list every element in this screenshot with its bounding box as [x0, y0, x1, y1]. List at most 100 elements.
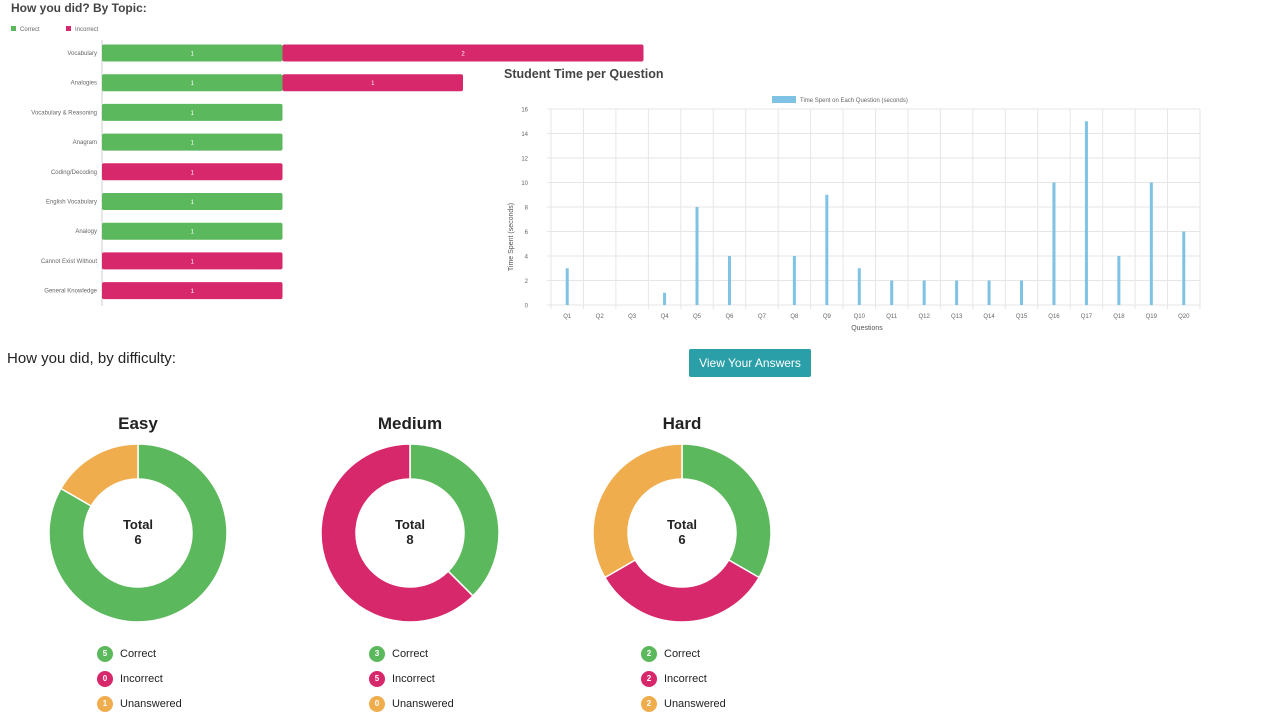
- donut-center-label: Total: [395, 517, 425, 532]
- time-bar: [922, 280, 926, 305]
- time-bar: [1020, 280, 1024, 305]
- time-y-tick-label: 10: [521, 181, 528, 187]
- time-x-tick-label: Q3: [628, 314, 637, 320]
- donut-title: Hard: [662, 414, 702, 433]
- time-x-tick-label: Q9: [823, 314, 832, 320]
- donut-title: Medium: [377, 414, 443, 433]
- topic-bar-correct: [102, 74, 283, 92]
- topic-bar-chart: Correct Incorrect VocabularyAnalogiesVoca…: [11, 26, 644, 306]
- time-bar: [663, 292, 667, 305]
- legend-label: Correct: [392, 647, 429, 660]
- donut-legend-correct: 2 Correct: [641, 641, 726, 666]
- count-badge: 5: [97, 645, 113, 662]
- time-x-tick-label: Q16: [1048, 314, 1060, 320]
- topic-bar-incorrect: [102, 163, 283, 181]
- donut-legend-incorrect: 0 Incorrect: [97, 666, 182, 691]
- donut-legend-incorrect: 5 Incorrect: [369, 666, 454, 691]
- topic-bar-correct: [102, 133, 283, 151]
- time-y-tick-label: 14: [521, 132, 528, 138]
- time-y-tick-label: 2: [525, 279, 529, 285]
- topic-section-title: How you did? By Topic:: [11, 1, 147, 15]
- legend-label: Unanswered: [120, 697, 182, 710]
- topic-chart-legend: Correct Incorrect: [11, 26, 99, 33]
- time-y-tick-label: 12: [521, 157, 528, 163]
- donut-legend-unanswered: 0 Unanswered: [369, 691, 454, 716]
- topic-legend-label-correct: Correct: [20, 27, 40, 33]
- time-x-tick-label: Q17: [1081, 314, 1093, 320]
- legend-label: Unanswered: [664, 697, 726, 710]
- time-x-tick-label: Q6: [725, 314, 734, 320]
- time-bar: [857, 268, 861, 305]
- topic-legend-label-incorrect: Incorrect: [75, 27, 99, 33]
- topic-bar-value-label: 1: [191, 141, 195, 147]
- topic-bar-value-label: 1: [191, 200, 195, 206]
- time-x-tick-label: Q4: [661, 314, 670, 320]
- time-chart-grid: [547, 108, 1201, 309]
- topic-bar-value-label: 1: [371, 81, 375, 87]
- topic-bar-value-label: 2: [461, 52, 465, 58]
- difficulty-section-title: How you did, by difficulty:: [7, 350, 176, 367]
- time-y-tick-label: 8: [525, 206, 529, 212]
- topic-category-label: Analogy: [75, 229, 97, 235]
- topic-bar-correct: [102, 222, 283, 240]
- donut-legend-correct: 5 Correct: [97, 641, 182, 666]
- time-bar-chart: Time Spent on Each Question (seconds) Q1…: [508, 96, 1201, 332]
- time-legend-swatch: [772, 96, 796, 103]
- view-answers-button[interactable]: View Your Answers: [689, 349, 811, 377]
- donut-slice-unanswered: [592, 443, 683, 579]
- donut-legend-correct: 3 Correct: [369, 641, 454, 666]
- donut-legend: 5 Correct 0 Incorrect 1 Unanswered: [97, 641, 182, 716]
- donut-slice-correct: [681, 443, 772, 579]
- time-legend-label: Time Spent on Each Question (seconds): [800, 98, 908, 104]
- time-bar: [565, 268, 569, 305]
- donut-center-label: Total: [123, 517, 153, 532]
- topic-bar-value-label: 1: [191, 52, 195, 58]
- time-bar: [792, 256, 796, 305]
- time-chart-bars: [565, 121, 1186, 305]
- time-bar: [825, 194, 829, 305]
- count-badge: 0: [97, 670, 113, 687]
- time-x-tick-label: Q19: [1146, 314, 1158, 320]
- donut-legend-unanswered: 2 Unanswered: [641, 691, 726, 716]
- time-chart-legend: Time Spent on Each Question (seconds): [772, 96, 908, 104]
- time-x-tick-label: Q11: [886, 314, 898, 320]
- donut-legend: 2 Correct 2 Incorrect 2 Unanswered: [641, 641, 726, 716]
- topic-bar-value-label: 1: [191, 81, 195, 87]
- donut-total-value: 6: [134, 532, 141, 547]
- time-x-tick-label: Q15: [1016, 314, 1028, 320]
- topic-category-label: General Knowledge: [44, 289, 97, 295]
- donut-center-label: Total: [667, 517, 697, 532]
- time-x-tick-label: Q1: [563, 314, 572, 320]
- topic-legend-swatch-correct: [11, 26, 16, 31]
- time-chart-x-label: Questions: [851, 325, 883, 332]
- count-badge: 2: [641, 695, 657, 712]
- time-bar: [1182, 231, 1186, 305]
- topic-bar-value-label: 1: [191, 230, 195, 236]
- topic-category-label: Cannot Exist Without: [41, 259, 97, 265]
- topic-bar-value-label: 1: [191, 170, 195, 176]
- time-bar: [1117, 256, 1121, 305]
- topic-bar-incorrect: [282, 74, 463, 92]
- legend-label: Correct: [120, 647, 157, 660]
- topic-bar-value-label: 1: [191, 289, 195, 295]
- topic-bar-incorrect: [102, 282, 283, 300]
- topic-category-label: Analogies: [71, 81, 97, 87]
- time-bar: [987, 280, 991, 305]
- legend-label: Incorrect: [120, 672, 163, 685]
- time-x-tick-label: Q2: [596, 314, 605, 320]
- topic-bar-correct: [102, 193, 283, 210]
- time-x-tick-label: Q14: [983, 314, 995, 320]
- topic-category-label: Vocabulary: [67, 51, 97, 57]
- topic-category-label: English Vocabulary: [46, 200, 97, 206]
- time-y-tick-label: 4: [525, 255, 529, 261]
- time-x-tick-label: Q5: [693, 314, 702, 320]
- donut-slice-incorrect: [603, 558, 761, 623]
- donut-slice-unanswered: [59, 443, 139, 508]
- count-badge: 1: [97, 695, 113, 712]
- time-y-tick-label: 16: [521, 108, 528, 114]
- time-chart-y-label: Time Spent (seconds): [508, 203, 515, 271]
- topic-category-label: Coding/Decoding: [51, 170, 97, 176]
- time-x-tick-label: Q12: [919, 314, 931, 320]
